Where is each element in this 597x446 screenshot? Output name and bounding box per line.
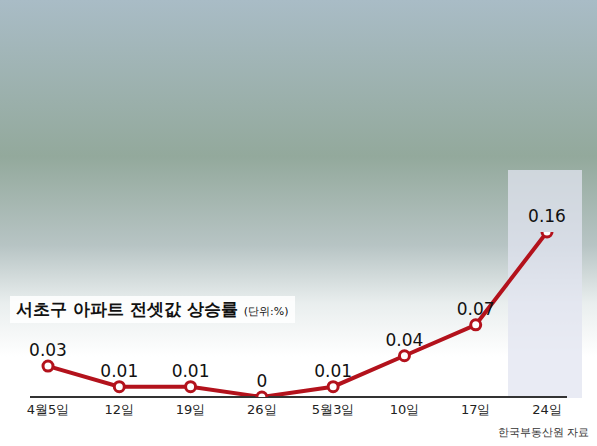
- svg-text:0.01: 0.01: [100, 361, 138, 381]
- svg-text:0.01: 0.01: [314, 361, 352, 381]
- svg-text:0.16: 0.16: [528, 206, 566, 226]
- svg-text:0.07: 0.07: [457, 299, 495, 319]
- svg-text:24일: 24일: [532, 402, 562, 417]
- svg-text:17일: 17일: [461, 402, 491, 417]
- html-text:한국부동산원 자료: 한국부동산원 자료: [497, 426, 589, 439]
- svg-text:0.01: 0.01: [172, 361, 210, 381]
- svg-text:0.03: 0.03: [29, 340, 67, 360]
- svg-text:19일: 19일: [176, 402, 206, 417]
- svg-text:10일: 10일: [390, 402, 420, 417]
- svg-text:4월5일: 4월5일: [27, 402, 70, 417]
- svg-text:26일: 26일: [247, 402, 277, 417]
- svg-text:5월3일: 5월3일: [312, 402, 355, 417]
- svg-text:0: 0: [256, 371, 267, 391]
- svg-text:12일: 12일: [105, 402, 135, 417]
- svg-text:0.04: 0.04: [385, 330, 423, 350]
- html-text:서초구 아파트 전셋값 상승률 (단위:%): 서초구 아파트 전셋값 상승률 (단위:%): [16, 299, 289, 319]
